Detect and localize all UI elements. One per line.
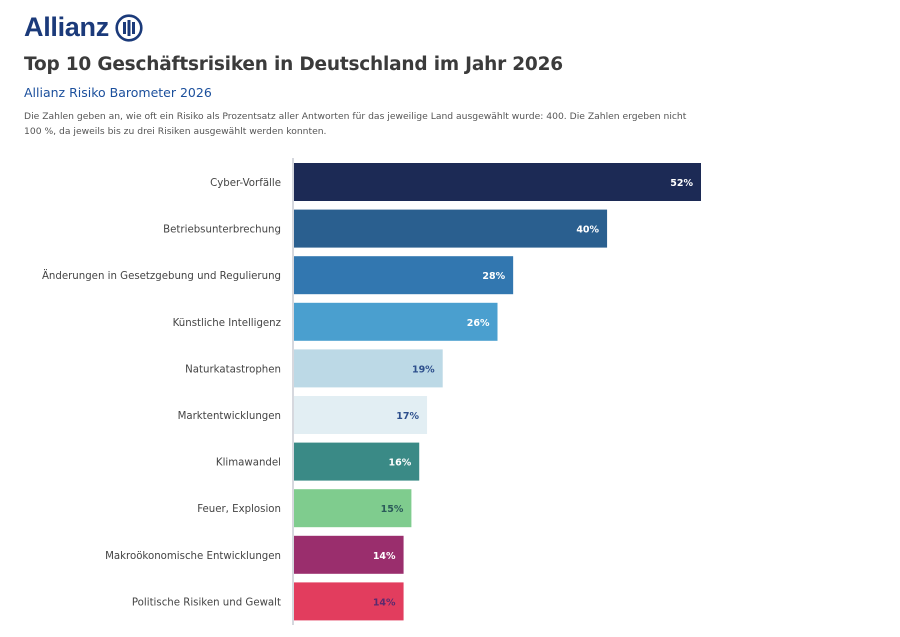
category-label: Künstliche Intelligenz bbox=[173, 318, 281, 329]
bar-3 bbox=[294, 256, 514, 295]
category-label: Cyber-Vorfälle bbox=[210, 178, 281, 189]
category-label: Änderungen in Gesetzgebung und Regulieru… bbox=[42, 269, 281, 282]
value-label: 17% bbox=[396, 411, 419, 422]
value-label: 19% bbox=[412, 364, 435, 375]
bar-5 bbox=[294, 349, 443, 388]
chart-subtitle: Allianz Risiko Barometer 2026 bbox=[24, 85, 212, 100]
value-label: 14% bbox=[373, 597, 396, 608]
bar-4 bbox=[294, 302, 498, 341]
value-label: 15% bbox=[381, 504, 404, 515]
brand-name: Allianz bbox=[24, 12, 109, 42]
bar-7 bbox=[294, 442, 420, 481]
bar-chart: Cyber-Vorfälle 52% Betriebsunterbrechung 40… bbox=[42, 158, 701, 625]
bar-8 bbox=[294, 489, 412, 528]
category-label: Naturkatastrophen bbox=[185, 364, 281, 375]
value-label: 52% bbox=[670, 178, 693, 189]
value-label: 26% bbox=[467, 318, 490, 329]
page-title: Top 10 Geschäftsrisiken in Deutschland i… bbox=[24, 54, 563, 75]
bars-group: Cyber-Vorfälle 52% Betriebsunterbrechung 40… bbox=[42, 163, 701, 621]
bar-1 bbox=[294, 163, 701, 201]
value-label: 28% bbox=[482, 271, 505, 282]
value-label: 16% bbox=[388, 458, 411, 469]
bar-9 bbox=[294, 535, 404, 574]
bar-2 bbox=[294, 209, 608, 248]
category-label: Makroökonomische Entwicklungen bbox=[105, 551, 281, 562]
allianz-eagle-logo-icon bbox=[115, 13, 143, 42]
value-label: 14% bbox=[373, 551, 396, 562]
allianz-logo: Allianz bbox=[24, 12, 143, 43]
bar-6 bbox=[294, 396, 428, 434]
bar-10 bbox=[294, 582, 404, 621]
category-label: Betriebsunterbrechung bbox=[163, 225, 281, 236]
category-label: Politische Risiken und Gewalt bbox=[132, 597, 281, 608]
category-label: Feuer, Explosion bbox=[197, 504, 281, 515]
value-label: 40% bbox=[576, 225, 599, 236]
category-label: Marktentwicklungen bbox=[178, 411, 281, 422]
chart-note: Die Zahlen geben an, wie oft ein Risiko … bbox=[24, 111, 687, 137]
category-label: Klimawandel bbox=[216, 458, 281, 469]
